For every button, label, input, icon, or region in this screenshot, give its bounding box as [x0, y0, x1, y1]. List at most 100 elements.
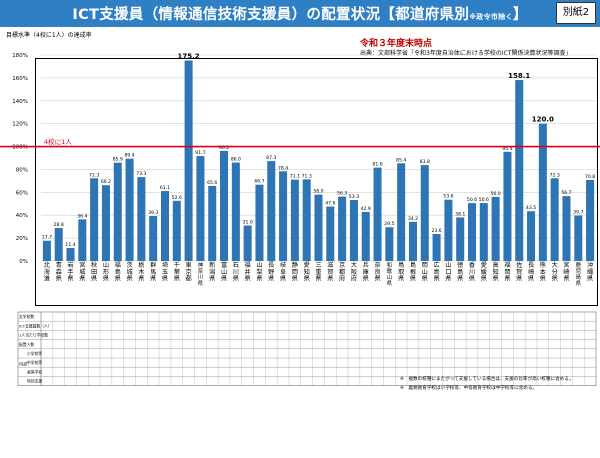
bar-value-label: 78.4 [278, 165, 288, 171]
bar [373, 167, 382, 261]
bar-value-label: 65.6 [207, 180, 217, 186]
bar [42, 240, 51, 261]
bar-value-label: 58.0 [313, 189, 323, 195]
category-label: 広島県 [433, 261, 439, 283]
bar [149, 216, 158, 261]
y-tick-label: 80% [16, 167, 28, 173]
bar-value-label: 158.1 [508, 72, 530, 80]
category-label: 山形県 [103, 261, 109, 283]
bar [479, 203, 488, 261]
bar-value-label: 71.1 [290, 174, 300, 180]
bar-value-label: 120.0 [532, 116, 554, 124]
bar-value-label: 72.3 [550, 172, 560, 178]
y-tick-label: 0% [19, 259, 28, 265]
bar [54, 228, 63, 261]
category-label: 宮崎県 [563, 261, 569, 283]
category-label: 群馬県 [150, 261, 156, 283]
bar-value-label: 31.0 [243, 220, 253, 226]
category-label: 奈良県 [374, 261, 380, 283]
category-label: 北海道 [44, 261, 51, 283]
category-label: 茨城県 [126, 261, 132, 283]
bar-value-label: 85.9 [113, 157, 123, 163]
y-tick-label: 140% [12, 99, 28, 105]
bar-value-label: 66.7 [254, 179, 264, 185]
bar [503, 151, 512, 261]
category-label: 香川県 [469, 261, 475, 283]
category-label: 徳島県 [457, 261, 464, 283]
bar [338, 196, 347, 261]
table-row-label: 中学校等 [27, 360, 42, 365]
category-label: 愛知県 [304, 261, 310, 283]
chart-frame [35, 58, 598, 306]
bar-value-label: 50.6 [467, 197, 477, 203]
bar-value-label: 87.3 [266, 155, 276, 161]
bar [467, 203, 477, 261]
bar-value-label: 96.2 [219, 145, 229, 151]
category-label: 熊本県 [540, 261, 546, 283]
bar-value-label: 66.2 [101, 179, 111, 185]
category-label: 岡山県 [422, 262, 428, 283]
bar [574, 215, 583, 261]
y-axis-caption: 目標水準（4校に1人）の達成率 [6, 32, 92, 39]
bar-value-label: 71.3 [302, 173, 312, 179]
category-label: 宮城県 [79, 261, 85, 283]
category-label: 福岡県 [504, 261, 510, 283]
category-label: 岩手県 [67, 261, 73, 283]
bar [550, 178, 559, 261]
bar-value-label: 175.2 [178, 52, 200, 60]
table-group-label: 内訳 [19, 360, 28, 367]
bar [491, 196, 500, 261]
bar [586, 179, 595, 261]
bar [326, 206, 335, 261]
bar-value-label: 72.3 [89, 172, 99, 178]
bar-value-label: 42.9 [361, 206, 371, 212]
y-tick-label: 20% [16, 236, 28, 242]
bar [101, 185, 110, 261]
bar-value-label: 61.1 [160, 185, 170, 191]
y-tick-label: 40% [16, 213, 28, 219]
table-row-label: 配置人数 [19, 342, 34, 347]
bar-value-label: 56.0 [491, 191, 501, 197]
bar [527, 211, 536, 261]
bar [267, 161, 276, 261]
footnote-1: ※ 複数の校種にまたがって支援している場合は、支援の比率が高い校種に含める。 [400, 377, 574, 382]
period-label: 令和３年度末時点 [360, 39, 433, 49]
category-label: 京都府 [339, 261, 345, 283]
category-label: 石川県 [233, 262, 239, 283]
bar-value-label: 28.8 [54, 222, 64, 228]
bar-value-label: 23.6 [431, 228, 441, 234]
bar [538, 123, 547, 262]
category-label: 富山県 [221, 261, 227, 283]
category-label: 佐賀県 [516, 261, 522, 283]
bar [302, 179, 311, 261]
bar [66, 247, 75, 261]
category-label: 鹿児島県 [576, 261, 582, 287]
table-row-label: ICT支援員数（人） [19, 323, 52, 328]
bar-value-label: 56.7 [561, 190, 571, 196]
category-label: 沖縄県 [587, 261, 593, 283]
bar [349, 200, 358, 261]
bar [385, 227, 394, 261]
bar [408, 221, 417, 261]
bar-value-label: 85.4 [396, 157, 406, 163]
bar-value-label: 39.3 [148, 210, 158, 216]
bar-value-label: 34.2 [408, 216, 418, 222]
bar [125, 158, 134, 261]
table-row-label: 全学校数 [19, 314, 34, 319]
category-label: 兵庫県 [363, 261, 369, 283]
category-label: 長崎県 [528, 262, 534, 283]
bar-value-label: 38.1 [455, 211, 465, 217]
category-label: 千葉県 [174, 261, 180, 283]
bar-value-label: 89.4 [124, 153, 134, 159]
page-title: ICT支援員（情報通信技術支援員）の配置状況【都道府県別※政令市除く】 [0, 3, 600, 24]
bar [90, 178, 99, 261]
y-tick-label: 180% [12, 53, 28, 59]
bar-value-label: 50.6 [479, 197, 489, 203]
category-label: 青森県 [56, 261, 63, 283]
bar-value-label: 81.6 [372, 162, 382, 168]
bar [397, 163, 406, 261]
bar [444, 199, 453, 261]
category-label: 栃木県 [138, 261, 144, 283]
bar-value-label: 29.5 [384, 221, 394, 227]
category-label: 静岡県 [292, 261, 298, 283]
